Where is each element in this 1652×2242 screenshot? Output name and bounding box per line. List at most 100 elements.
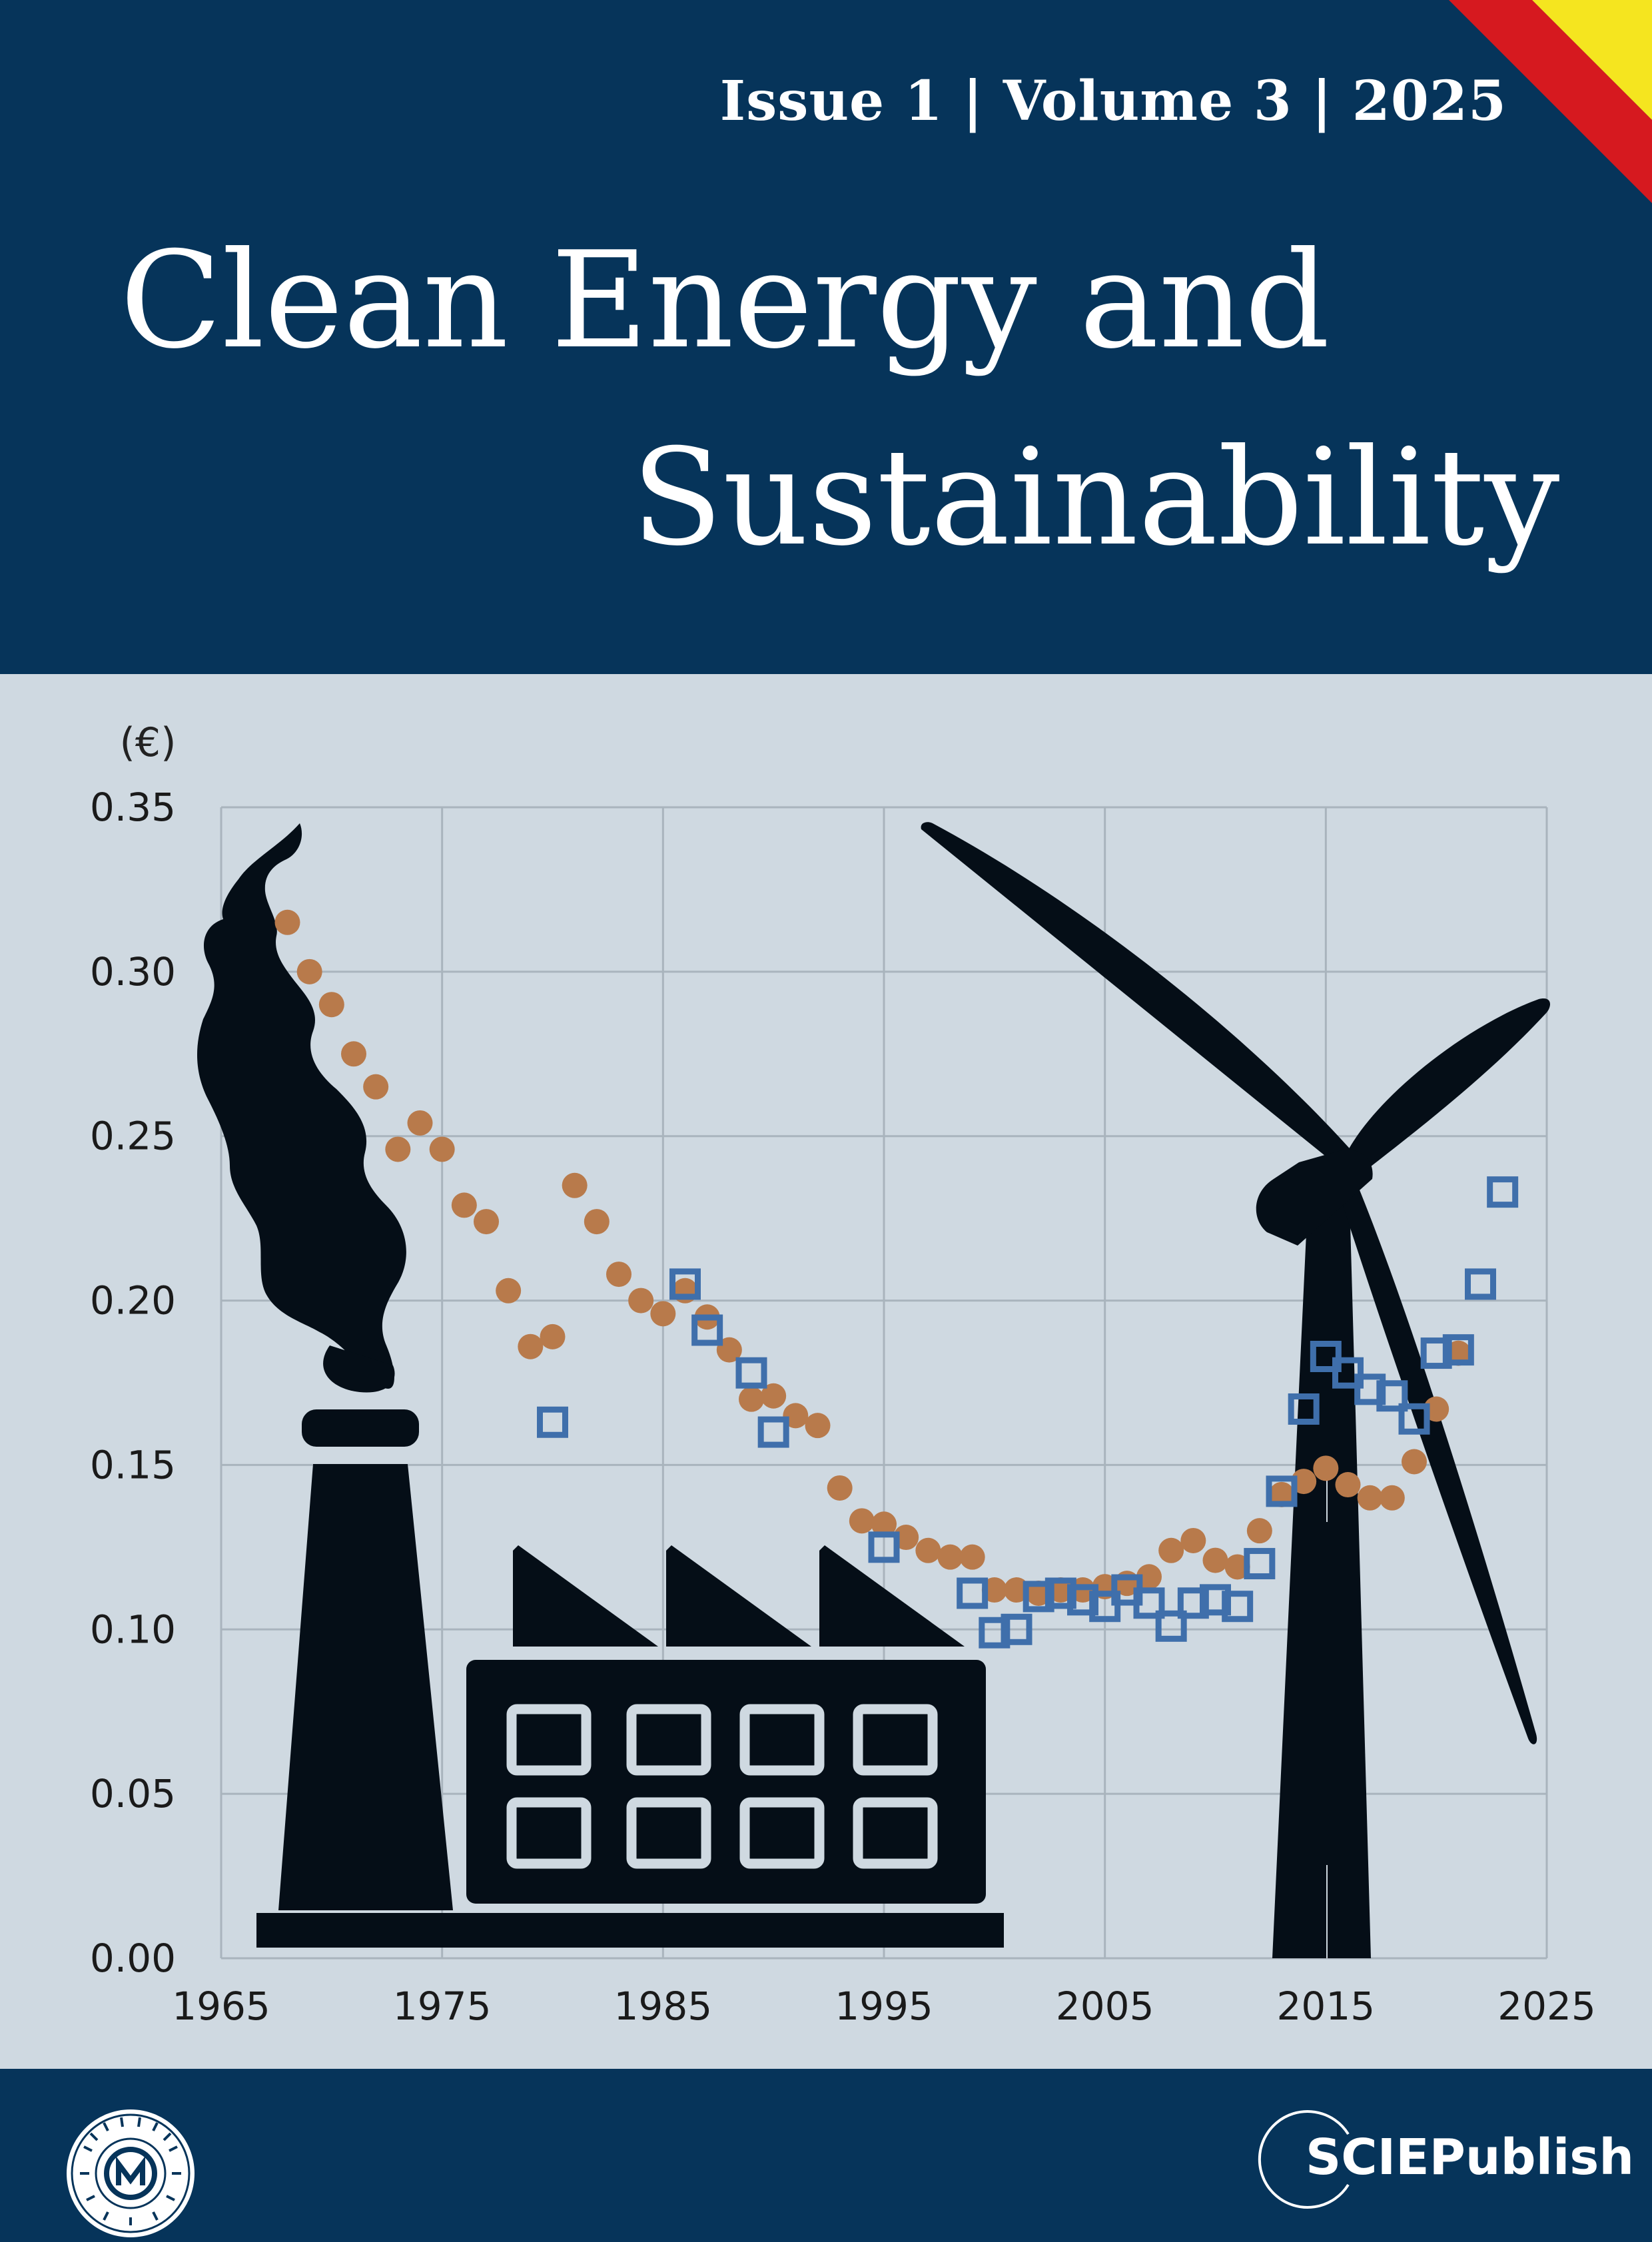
data-point-blue [757, 1416, 789, 1448]
price-scatter-chart: 1965 1975 1985 1995 2005 2015 2025 0.00 0.05 0.10… [90, 719, 1596, 2029]
factory-window [626, 1797, 711, 1869]
data-point-orange [496, 1278, 522, 1304]
data-point-blue [1398, 1403, 1430, 1435]
factory-window [853, 1704, 938, 1776]
factory-windows [506, 1704, 938, 1869]
y-tick-label: 0.00 [90, 1936, 176, 1981]
journal-footer: SCIEPublish [0, 2069, 1652, 2242]
data-point-orange [650, 1301, 676, 1327]
data-point-orange [871, 1511, 897, 1537]
data-point-orange [849, 1508, 875, 1534]
data-point-orange [761, 1383, 787, 1409]
data-point-blue [1177, 1587, 1209, 1619]
data-point-blue [1067, 1584, 1098, 1616]
data-point-orange [1269, 1481, 1294, 1507]
smokestack [278, 1464, 453, 1910]
turbine-blade-3 [1336, 1172, 1537, 1744]
smoke-plume [197, 823, 406, 1389]
data-point-blue [1288, 1393, 1320, 1425]
data-point-orange [805, 1413, 831, 1439]
x-tick-label: 2025 [1497, 1984, 1596, 2029]
data-point-blue [1200, 1584, 1231, 1616]
factory-base [256, 1913, 1004, 1948]
data-point-orange [584, 1209, 610, 1235]
y-tick-label: 0.10 [90, 1607, 176, 1652]
data-point-orange [341, 1041, 366, 1067]
x-tick-label: 1995 [835, 1984, 933, 2029]
data-point-orange [1291, 1469, 1317, 1495]
turbine-tower [1272, 1176, 1371, 1958]
data-point-orange [628, 1288, 654, 1313]
turbine-nacelle [1256, 1150, 1373, 1246]
data-point-blue [691, 1314, 723, 1346]
data-point-orange [606, 1262, 631, 1288]
data-point-orange [1313, 1455, 1339, 1481]
publisher-ring-icon [1258, 2110, 1350, 2209]
data-point-blue [1001, 1613, 1032, 1645]
data-point-blue [1222, 1591, 1254, 1623]
data-point-orange [562, 1172, 588, 1198]
data-point-orange [716, 1337, 742, 1363]
x-tick-label: 2015 [1277, 1984, 1376, 2029]
data-point-blue [1487, 1176, 1519, 1208]
data-point-blue [735, 1357, 767, 1389]
x-tick-label: 1985 [614, 1984, 713, 2029]
journal-title-line-1: Clean Energy and [120, 223, 1330, 378]
x-tick-label: 1965 [172, 1984, 270, 2029]
y-tick-label: 0.30 [90, 949, 176, 994]
data-point-orange [1026, 1580, 1052, 1606]
y-tick-label: 0.20 [90, 1278, 176, 1323]
data-point-blue [1133, 1587, 1165, 1619]
data-point-orange [385, 1136, 411, 1162]
data-point-orange [915, 1537, 941, 1563]
data-point-orange [1335, 1472, 1361, 1498]
data-point-blue [1420, 1337, 1452, 1369]
data-point-orange [937, 1544, 963, 1570]
data-point-blue [1354, 1373, 1386, 1405]
y-tick-label: 0.35 [90, 785, 176, 830]
x-tick-label: 2005 [1056, 1984, 1154, 2029]
data-point-blue [1332, 1357, 1364, 1389]
data-point-orange [783, 1403, 809, 1429]
data-point-orange [429, 1136, 455, 1162]
data-point-blue [1244, 1548, 1276, 1580]
data-point-blue [537, 1406, 568, 1438]
data-point-blue [1023, 1581, 1054, 1613]
data-point-orange [1246, 1518, 1272, 1544]
data-point-orange [540, 1323, 566, 1349]
data-point-orange [1004, 1577, 1029, 1603]
y-tick-label: 0.05 [90, 1771, 176, 1816]
data-point-orange [1224, 1554, 1250, 1580]
data-point-blue [669, 1268, 701, 1300]
turbine-blade-1 [921, 822, 1359, 1167]
data-point-orange [451, 1192, 477, 1218]
wind-turbine-silhouette [921, 822, 1550, 1958]
data-point-blue [1310, 1341, 1342, 1373]
data-point-blue [1442, 1334, 1474, 1366]
factory-window [739, 1797, 825, 1869]
factory-window [853, 1797, 938, 1869]
data-point-blue [1155, 1610, 1187, 1642]
corner-flag-stripes [1449, 0, 1652, 203]
blue-series [537, 1176, 1519, 1649]
data-point-orange [1446, 1340, 1471, 1366]
y-tick-label: 0.15 [90, 1442, 176, 1487]
data-point-orange [296, 958, 322, 984]
x-tick-label: 1975 [393, 1984, 492, 2029]
data-point-orange [318, 992, 344, 1018]
data-point-blue [957, 1577, 989, 1609]
roof-tooth-1 [513, 1545, 658, 1647]
data-point-orange [1136, 1564, 1162, 1590]
data-point-orange [1379, 1485, 1405, 1511]
data-point-orange [474, 1209, 499, 1235]
data-point-orange [827, 1475, 853, 1501]
axis-ticks: 1965 1975 1985 1995 2005 2015 2025 0.00 0.05 0.10… [90, 785, 1596, 2029]
journal-header: Issue 1 | Volume 3 | 2025 Clean Energy a… [0, 0, 1652, 674]
factory-silhouette [197, 823, 1004, 1948]
roof-tooth-2 [666, 1545, 811, 1647]
smokestack-cap [302, 1409, 419, 1447]
cover-chart-illustration: 1965 1975 1985 1995 2005 2015 2025 0.00 0.05 0.10… [0, 674, 1652, 2069]
data-point-orange [1158, 1537, 1184, 1563]
university-seal-icon [67, 2109, 195, 2237]
smoke-lower [323, 1345, 395, 1393]
